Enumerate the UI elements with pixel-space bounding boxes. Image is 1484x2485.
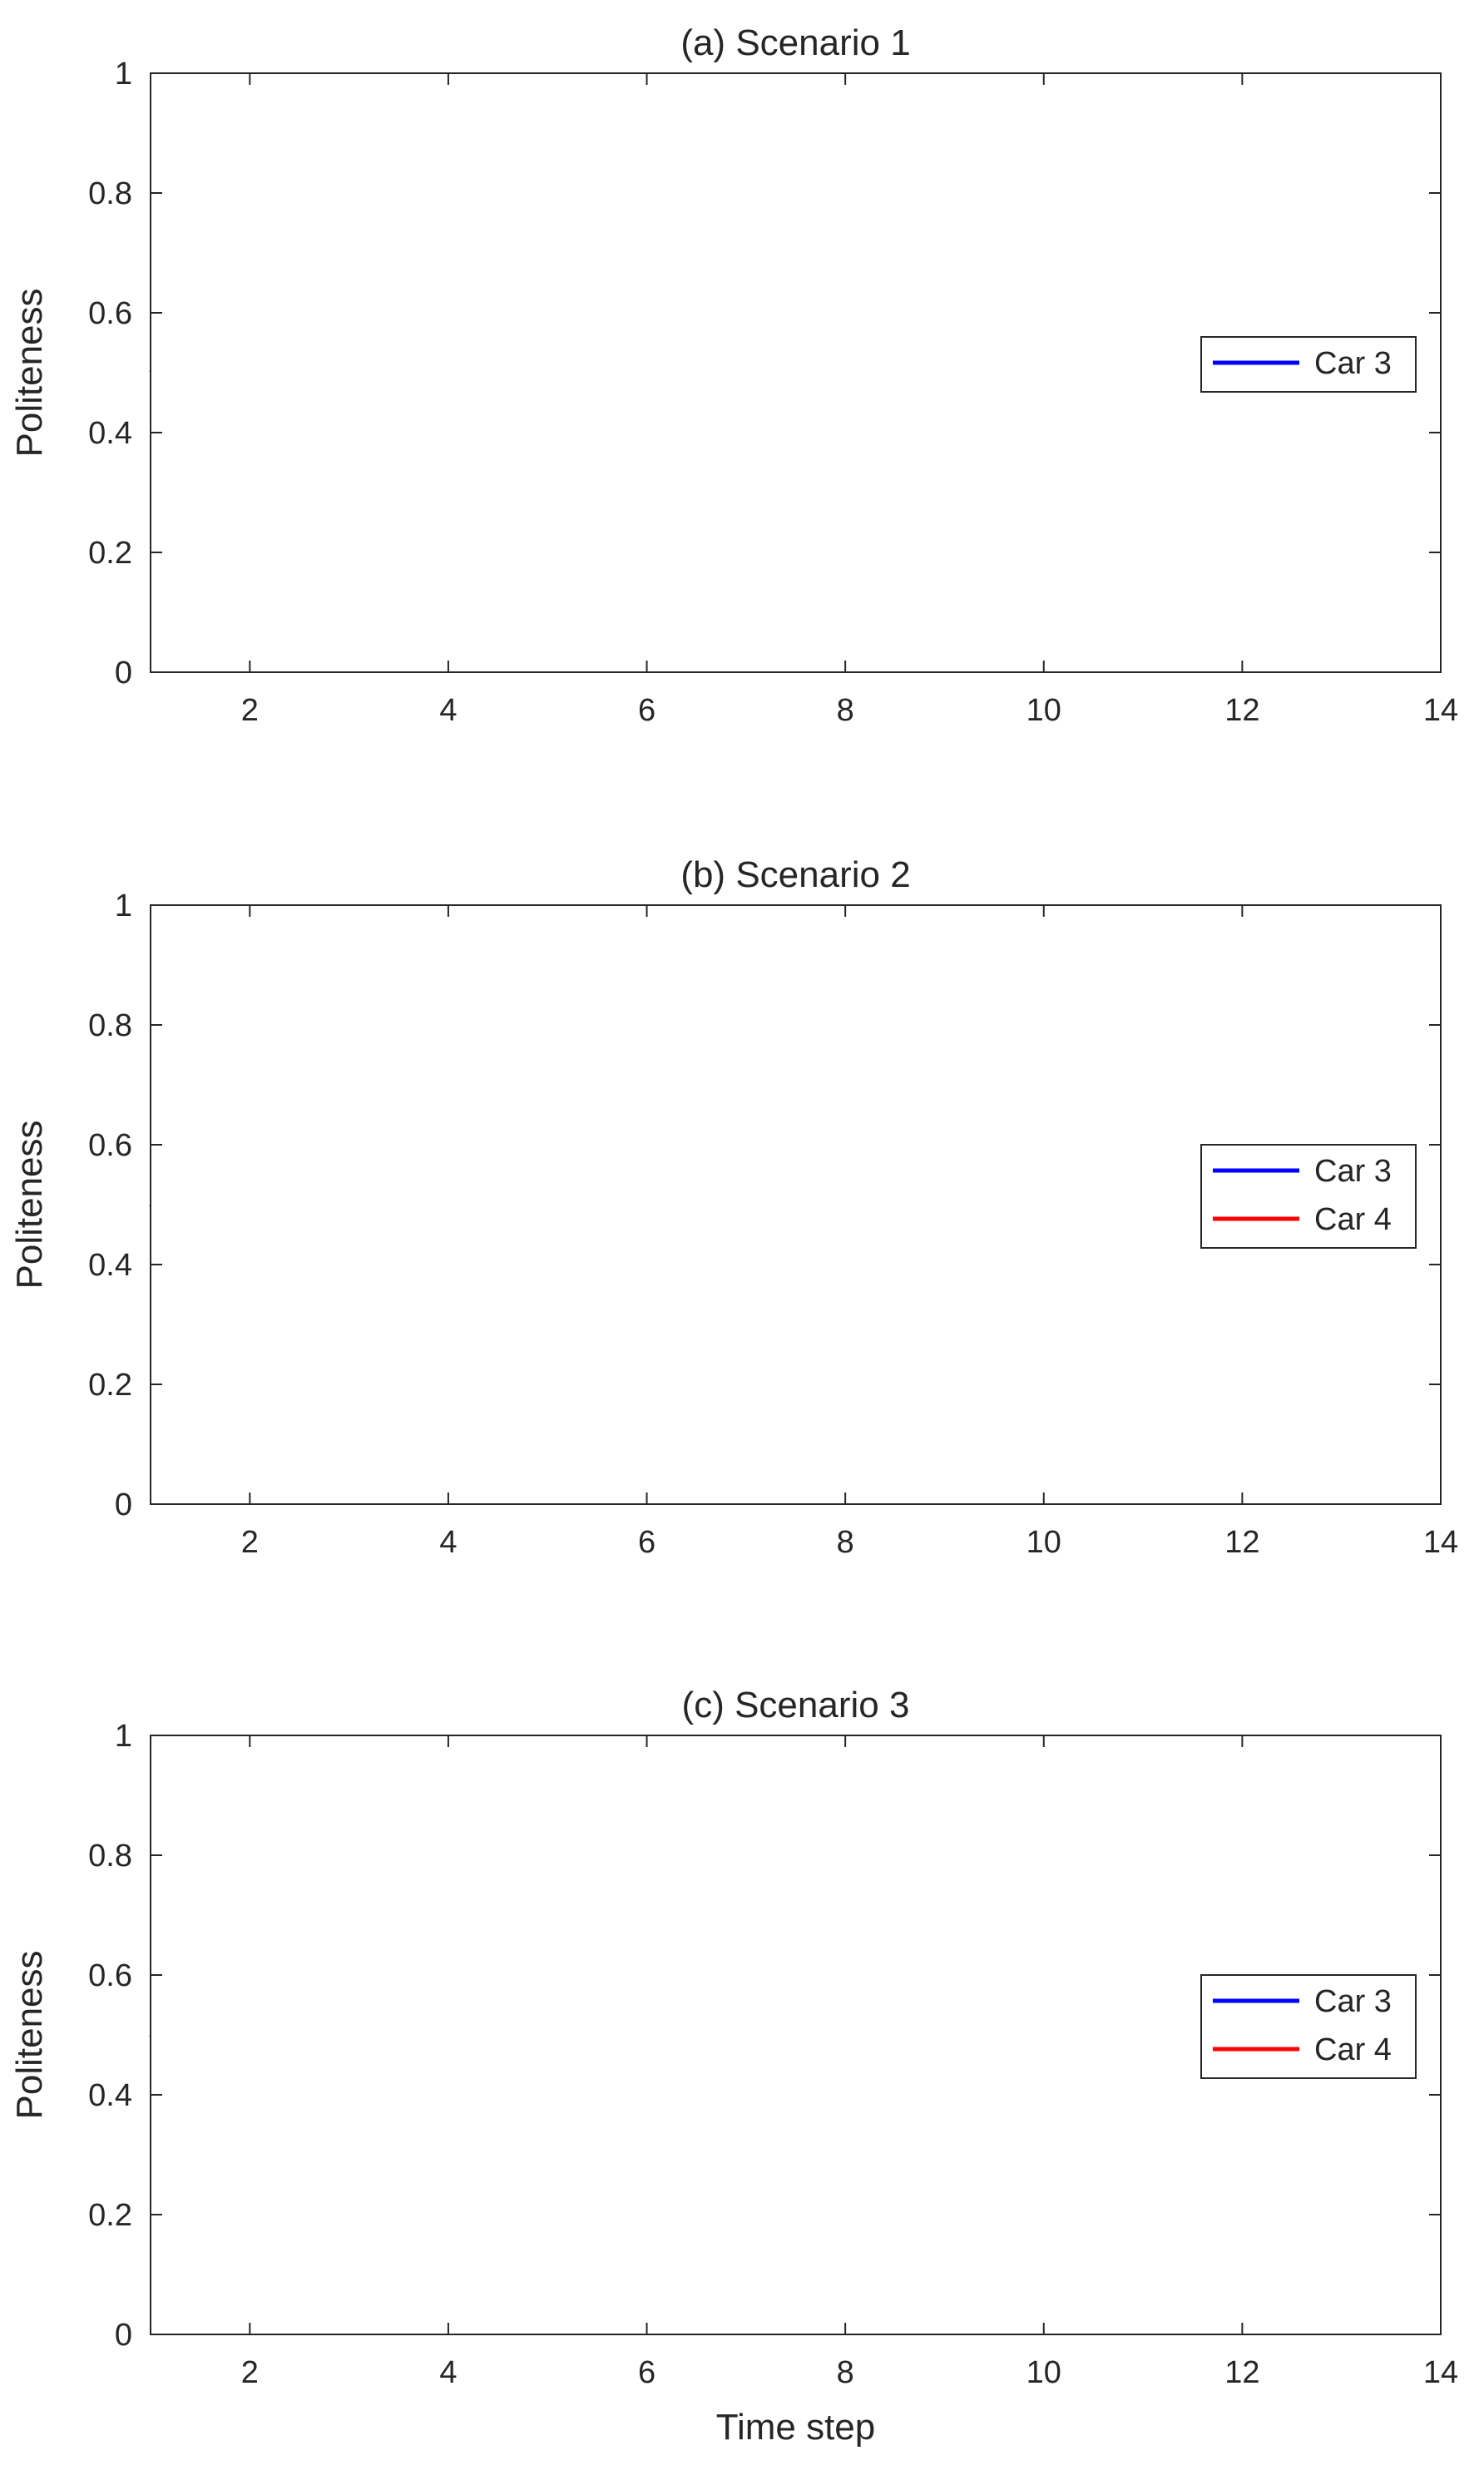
chart-panel-1: 2 4 6 8 10 12 14 0 0.2 0.4 0.6 0.8 1 (a) Scenario 1 Po…	[9, 22, 1458, 728]
x-tick-label: 12	[1224, 1525, 1259, 1560]
chart-title: (c) Scenario 3	[682, 1685, 910, 1725]
legend-label: Car 3	[1314, 346, 1392, 381]
y-tick-label: 0.8	[88, 1839, 132, 1874]
legend: Car 3	[1200, 336, 1417, 393]
x-tick-label: 14	[1423, 693, 1458, 728]
y-tick-label: 0.2	[88, 1368, 132, 1403]
y-tick-label: 0.2	[88, 2198, 132, 2233]
y-tick-label: 0	[115, 2318, 132, 2353]
y-tick-label: 0.6	[88, 1958, 132, 1993]
y-tick-label: 0.4	[88, 1248, 132, 1283]
y-tick-label: 0	[115, 1488, 132, 1522]
legend-label: Car 3	[1314, 1984, 1392, 2019]
legend: Car 3 Car 4	[1200, 1144, 1417, 1249]
y-tick-label: 0.4	[88, 2078, 132, 2113]
chart-title: (a) Scenario 1	[680, 22, 910, 63]
x-tick-label: 6	[638, 2355, 655, 2390]
legend-label: Car 3	[1314, 1154, 1392, 1189]
x-tick-label: 2	[241, 1525, 259, 1560]
x-tick-label: 10	[1026, 693, 1061, 728]
chart-panel-3: 2 4 6 8 10 12 14 0 0.2 0.4 0.6 0.8 1 (c) Scenario 3 Po…	[9, 1685, 1458, 2448]
x-tick-label: 8	[837, 693, 854, 728]
y-tick-label: 1	[115, 889, 132, 923]
chart-title: (b) Scenario 2	[680, 854, 910, 895]
x-tick-label: 8	[837, 2355, 854, 2390]
x-axis-label: Time step	[716, 2407, 876, 2448]
x-tick-label: 10	[1026, 2355, 1061, 2390]
legend-box	[1200, 1974, 1417, 2079]
legend: Car 3 Car 4	[1200, 1974, 1417, 2079]
y-tick-label: 0.6	[88, 296, 132, 331]
y-tick-label: 0.6	[88, 1128, 132, 1163]
x-tick-label: 12	[1224, 2355, 1259, 2390]
x-tick-label: 14	[1423, 1525, 1458, 1560]
x-tick-label: 4	[439, 693, 457, 728]
x-tick-label: 6	[638, 1525, 655, 1560]
chart-panel-2: 2 4 6 8 10 12 14 0 0.2 0.4 0.6 0.8 1 (b) Scenario 2 Po…	[9, 854, 1458, 1560]
legend-box	[1200, 1144, 1417, 1249]
x-tick-label: 8	[837, 1525, 854, 1560]
x-tick-label: 2	[241, 2355, 259, 2390]
x-tick-label: 6	[638, 693, 655, 728]
y-tick-label: 0.8	[88, 1008, 132, 1043]
y-tick-label: 1	[115, 57, 132, 92]
y-tick-label: 0.2	[88, 536, 132, 571]
y-tick-label: 0.8	[88, 176, 132, 211]
y-tick-label: 0	[115, 656, 132, 691]
y-axis-label: Politeness	[9, 1120, 50, 1289]
y-axis-label: Politeness	[9, 1950, 50, 2119]
y-tick-label: 1	[115, 1719, 132, 1754]
x-tick-label: 4	[439, 2355, 457, 2390]
y-axis-label: Politeness	[9, 288, 50, 457]
legend-label: Car 4	[1314, 2032, 1392, 2067]
x-tick-label: 14	[1423, 2355, 1458, 2390]
legend-label: Car 4	[1314, 1202, 1392, 1237]
x-tick-label: 12	[1224, 693, 1259, 728]
x-tick-label: 10	[1026, 1525, 1061, 1560]
x-tick-label: 4	[439, 1525, 457, 1560]
y-tick-label: 0.4	[88, 416, 132, 451]
x-tick-label: 2	[241, 693, 259, 728]
